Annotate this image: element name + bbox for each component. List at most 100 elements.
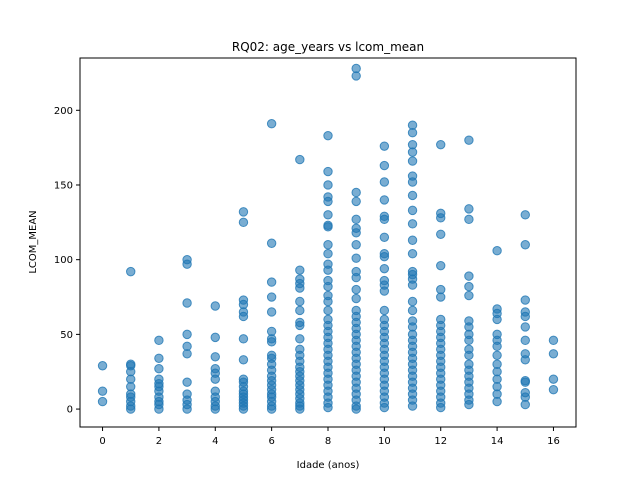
data-point: [464, 335, 474, 346]
data-point: [351, 71, 361, 81]
x-tick-label: 0: [99, 436, 105, 447]
data-point: [210, 404, 220, 414]
data-point: [97, 361, 108, 371]
data-point: [323, 281, 333, 292]
data-point: [351, 253, 361, 263]
data-point: [407, 147, 418, 157]
data-point: [210, 374, 220, 384]
data-point: [126, 266, 136, 277]
x-tick-label: 10: [378, 436, 391, 447]
x-tick-label: 14: [491, 436, 504, 447]
data-point: [436, 292, 446, 302]
x-tick-label: 6: [268, 436, 274, 447]
data-point: [210, 332, 220, 343]
data-point: [464, 350, 474, 360]
x-tick-label: 12: [434, 436, 447, 447]
data-point: [266, 292, 277, 302]
data-point: [323, 222, 333, 232]
data-point: [295, 154, 305, 165]
data-point: [379, 232, 390, 242]
data-point: [520, 295, 530, 305]
y-axis-label: LCOM_MEAN: [28, 210, 39, 273]
chart-title: RQ02: age_years vs lcom_mean: [232, 40, 424, 54]
data-point: [182, 349, 192, 359]
data-point: [182, 259, 192, 269]
data-point: [407, 190, 418, 201]
data-point: [323, 296, 333, 307]
data-point: [379, 402, 390, 413]
data-point: [520, 355, 530, 365]
data-point: [379, 177, 390, 187]
data-point: [295, 320, 305, 331]
x-axis: 0 2 4 6 8 10 12 14 16: [99, 427, 560, 447]
data-point: [323, 305, 333, 316]
data-point: [323, 196, 333, 207]
data-point: [379, 263, 390, 274]
data-point: [182, 377, 192, 387]
data-point: [323, 249, 333, 259]
data-point: [407, 156, 418, 166]
data-point: [323, 240, 333, 250]
data-point: [407, 219, 418, 229]
data-point: [266, 404, 277, 414]
data-point: [548, 349, 559, 359]
y-axis: 0 50 100 150 200: [54, 106, 80, 416]
data-point: [323, 210, 333, 220]
data-point: [407, 127, 418, 138]
data-point: [492, 396, 502, 407]
data-point: [379, 141, 390, 151]
data-point: [464, 399, 474, 410]
data-point: [97, 386, 108, 396]
data-point: [379, 286, 390, 296]
data-point: [407, 249, 418, 259]
data-point: [351, 214, 361, 225]
data-point: [295, 296, 305, 307]
data-point: [238, 207, 249, 217]
data-point: [379, 214, 390, 225]
data-point: [436, 229, 446, 239]
x-axis-label: Idade (anos): [297, 460, 360, 471]
data-point: [520, 399, 530, 410]
data-point: [182, 329, 192, 340]
data-point: [323, 402, 333, 413]
y-tick-label: 150: [54, 180, 73, 191]
data-point: [210, 301, 220, 311]
x-tick-label: 16: [547, 436, 560, 447]
data-point: [351, 272, 361, 283]
data-point: [464, 214, 474, 225]
data-point: [295, 265, 305, 275]
data-point: [351, 293, 361, 304]
data-point: [351, 196, 361, 207]
x-tick-label: 8: [325, 436, 331, 447]
data-point: [548, 384, 559, 395]
data-point: [97, 396, 108, 407]
data-point: [295, 305, 305, 316]
data-point: [295, 283, 305, 293]
data-point: [323, 166, 333, 177]
data-point: [154, 364, 164, 374]
data-point: [407, 296, 418, 307]
data-point: [464, 271, 474, 281]
data-point: [210, 352, 220, 362]
data-point: [464, 290, 474, 301]
data-point: [548, 374, 559, 384]
data-point: [407, 280, 418, 290]
data-point: [238, 311, 249, 322]
data-point: [407, 205, 418, 216]
data-point: [351, 404, 361, 414]
data-point: [407, 177, 418, 187]
data-point: [323, 180, 333, 190]
data-point: [379, 305, 390, 316]
data-point: [154, 404, 164, 414]
data-point: [548, 335, 559, 346]
data-point: [266, 307, 277, 317]
data-point: [266, 277, 277, 287]
data-point: [379, 251, 390, 262]
data-point: [407, 401, 418, 411]
y-tick-label: 0: [67, 405, 73, 416]
data-point: [520, 335, 530, 346]
data-point: [520, 240, 530, 250]
data-point: [436, 139, 446, 150]
data-point: [351, 228, 361, 238]
data-point: [154, 335, 164, 346]
